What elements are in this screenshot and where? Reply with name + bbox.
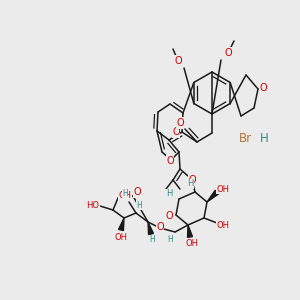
- Text: H: H: [260, 131, 268, 145]
- Polygon shape: [188, 225, 193, 237]
- Text: O: O: [156, 222, 164, 232]
- Polygon shape: [207, 190, 219, 202]
- Text: O: O: [224, 48, 232, 58]
- Polygon shape: [148, 222, 153, 235]
- Text: OH: OH: [118, 190, 131, 200]
- Text: H: H: [136, 200, 142, 209]
- Text: OH: OH: [115, 232, 128, 242]
- Text: Br: Br: [238, 131, 252, 145]
- Text: H: H: [167, 236, 173, 244]
- Text: O: O: [176, 118, 184, 128]
- Polygon shape: [118, 218, 124, 231]
- Text: OH: OH: [217, 221, 230, 230]
- Text: H: H: [187, 179, 193, 188]
- Text: O: O: [259, 83, 267, 93]
- Text: O: O: [172, 127, 180, 137]
- Text: O: O: [166, 156, 174, 166]
- Text: HO: HO: [86, 200, 100, 209]
- Text: OH: OH: [185, 238, 199, 247]
- Text: H: H: [122, 190, 128, 199]
- Text: O: O: [174, 56, 182, 66]
- Text: O: O: [165, 211, 173, 221]
- Text: O: O: [188, 175, 196, 185]
- Text: H: H: [149, 236, 155, 244]
- Text: O: O: [133, 187, 141, 197]
- Text: OH: OH: [217, 184, 230, 194]
- Text: H: H: [166, 190, 172, 199]
